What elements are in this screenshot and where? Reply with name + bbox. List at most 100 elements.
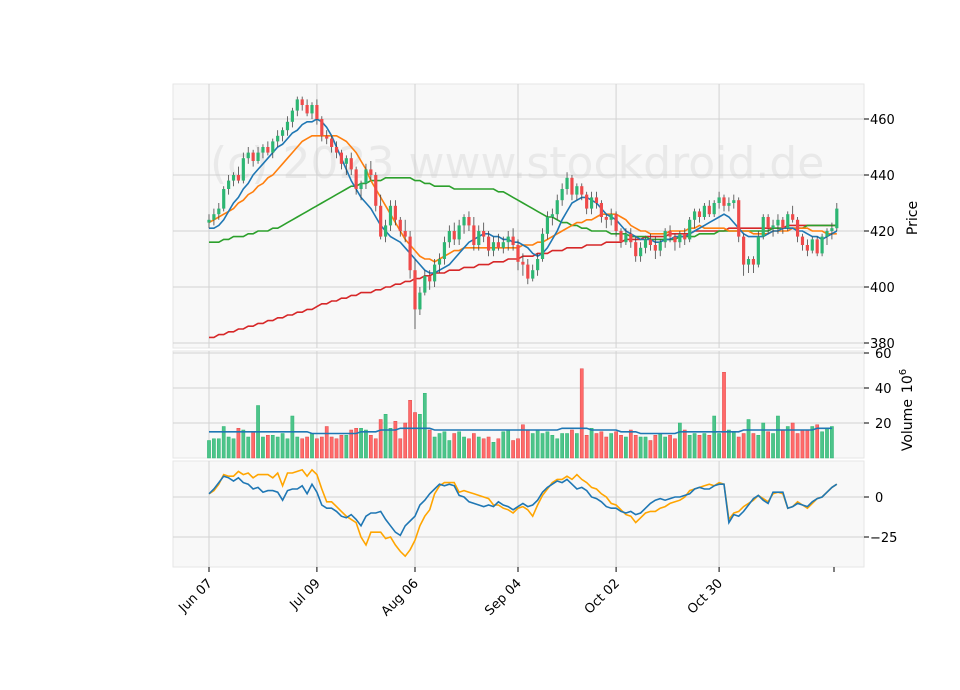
candle-body — [614, 214, 618, 231]
volume-bar — [422, 393, 427, 459]
volume-bar — [231, 438, 236, 459]
candle-body — [256, 152, 260, 161]
candle-body — [688, 219, 692, 240]
volume-bar — [751, 433, 756, 459]
volume-bar — [437, 433, 442, 459]
candle-body — [756, 236, 760, 265]
volume-bar — [589, 428, 594, 459]
volume-bar — [717, 433, 721, 459]
candle-body — [575, 186, 579, 195]
candle-body — [472, 225, 476, 245]
candle-body — [334, 147, 339, 153]
volume-bar — [638, 436, 643, 459]
volume-bar — [781, 429, 785, 459]
candle-body — [442, 242, 447, 259]
volume-bar — [369, 435, 373, 459]
candle-body — [526, 264, 530, 279]
candle-body — [737, 200, 741, 237]
volume-bar — [501, 431, 506, 459]
volume-bar — [496, 438, 501, 459]
oscillator-y-axis: −25 0 — [864, 491, 897, 546]
volume-bar — [408, 400, 412, 459]
candle-body — [227, 180, 231, 189]
volume-bar — [427, 429, 432, 459]
candle-body — [545, 217, 550, 234]
volume-bar — [221, 426, 226, 459]
candle-body — [663, 231, 667, 243]
candle-body — [310, 105, 314, 114]
volume-bar — [334, 438, 339, 459]
volume-bar — [300, 438, 305, 459]
volume-bar — [594, 433, 599, 459]
volume-bar — [462, 436, 466, 459]
oscillator-gridlines — [173, 461, 864, 567]
volume-bar — [731, 431, 736, 459]
candle-body — [585, 194, 589, 209]
volume-bar — [678, 422, 682, 459]
oscillator-line — [208, 475, 838, 537]
candle-body — [369, 169, 373, 175]
price-axis-title: Price — [905, 201, 921, 235]
volume-bar — [432, 436, 437, 459]
volume-y-tick-label: 20 — [875, 417, 892, 432]
volume-bar — [319, 436, 324, 459]
volume-bar — [516, 438, 520, 459]
volume-bar — [741, 433, 746, 459]
volume-bar — [584, 435, 589, 459]
volume-bar — [266, 435, 270, 459]
oscillator-y-tick-label: 0 — [875, 491, 883, 506]
candle-body — [330, 138, 334, 147]
candle-body — [452, 231, 456, 240]
volume-axis-title: Volume106 — [898, 369, 916, 451]
price-panel: (c) 2023 www.stockdroid.de 380 400 420 440 4… — [172, 83, 921, 352]
candle-body — [555, 200, 559, 215]
candle-body — [727, 203, 731, 206]
candle-body — [280, 130, 285, 136]
volume-y-tick-label: 40 — [875, 382, 892, 397]
volume-bar — [776, 415, 780, 459]
candle-body — [246, 152, 250, 159]
candle-body — [781, 219, 785, 229]
candle-body — [732, 200, 736, 203]
volume-bar — [604, 436, 609, 459]
candle-body — [212, 214, 216, 220]
volume-bar — [452, 433, 457, 459]
candle-body — [707, 205, 711, 215]
volume-bar — [315, 438, 319, 459]
oscillator-line — [208, 468, 838, 558]
volume-bar — [702, 433, 707, 459]
candle-body — [271, 141, 275, 153]
candle-body — [339, 152, 344, 164]
candle-body — [516, 245, 520, 262]
candle-body — [634, 242, 638, 257]
price-y-axis: 380 400 420 440 460 — [864, 113, 895, 352]
volume-bar — [261, 436, 265, 459]
volume-bar — [481, 438, 486, 459]
volume-y-tick-label: 60 — [875, 347, 892, 362]
candle-body — [261, 147, 265, 153]
candle-body — [364, 169, 368, 184]
volume-bar — [579, 368, 584, 459]
candle-body — [403, 231, 407, 237]
volume-bar — [746, 419, 751, 459]
volume-bar — [668, 435, 672, 459]
volume-bar — [653, 435, 658, 459]
price-y-tick-label: 380 — [870, 337, 895, 352]
volume-y-axis: 20 40 60 — [864, 347, 892, 432]
volume-bar — [290, 415, 295, 459]
candle-body — [408, 236, 412, 271]
candle-body — [805, 245, 809, 251]
candle-body — [231, 175, 236, 181]
candle-body — [604, 217, 608, 220]
volume-bars — [207, 368, 834, 459]
volume-bar — [633, 435, 638, 459]
volume-bar — [692, 433, 697, 459]
volume-bar — [628, 429, 633, 459]
volume-bar — [216, 438, 221, 459]
candle-body — [413, 270, 417, 310]
candle-body — [786, 214, 790, 229]
x-tick-label: Sep 04 — [482, 576, 525, 619]
volume-bar — [535, 429, 540, 459]
volume-moving-average-line — [209, 427, 832, 435]
